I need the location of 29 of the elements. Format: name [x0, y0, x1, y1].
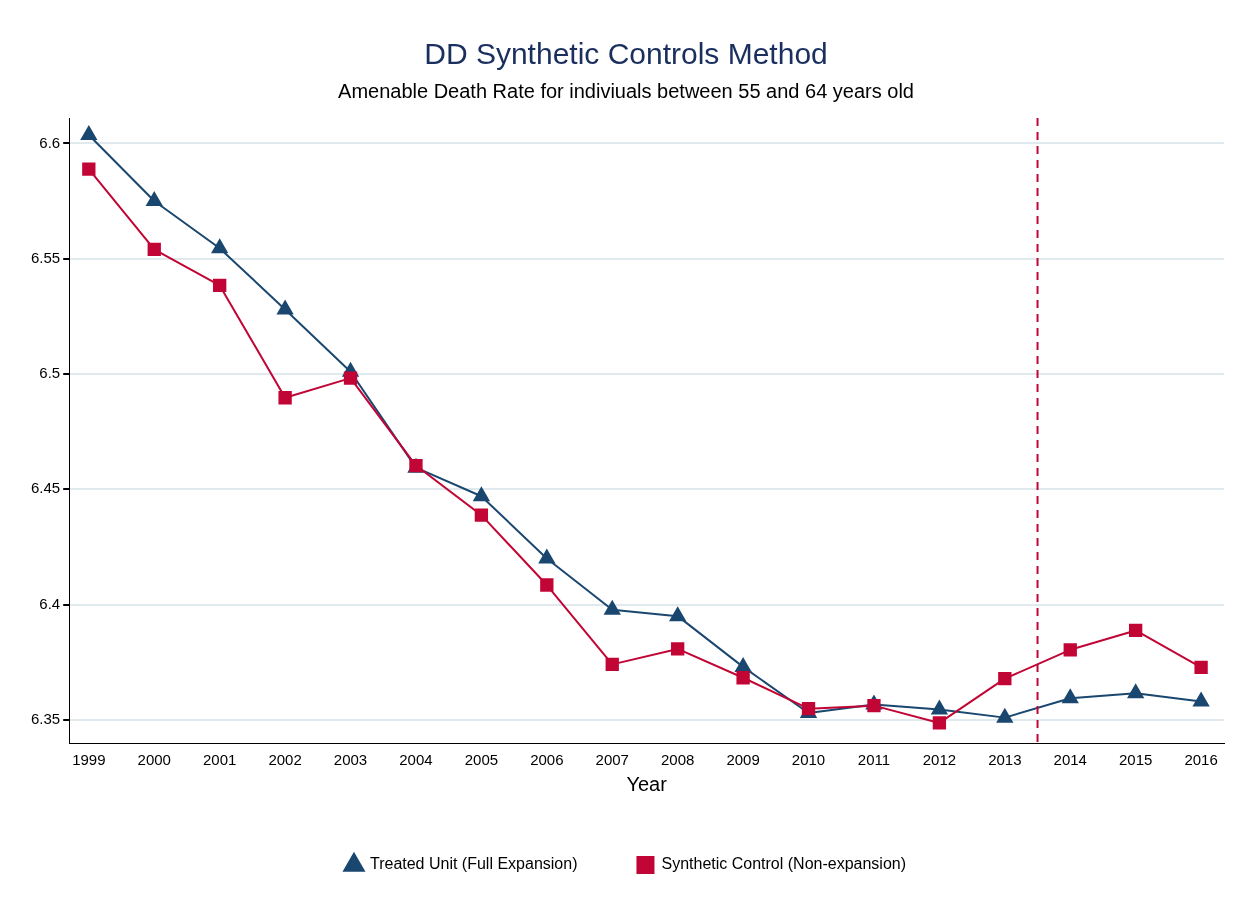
x-tick-label: 2008	[660, 751, 695, 769]
y-tick-label: 6.6	[39, 133, 61, 151]
y-tick-label: 6.55	[30, 248, 61, 266]
x-tick-label: 2010	[791, 751, 826, 769]
x-tick-label: 2000	[137, 751, 171, 769]
x-tick-label: 2006	[530, 751, 564, 769]
chart-title: DD Synthetic Controls Method	[424, 37, 828, 71]
x-tick-label: 2003	[333, 751, 368, 769]
x-tick-label: 2005	[464, 751, 499, 769]
y-tick-label: 6.45	[30, 479, 61, 497]
chart-subtitle: Amenable Death Rate for indiviuals between 55 and 64 years old	[338, 79, 914, 102]
y-tick-label: 6.5	[39, 364, 61, 382]
x-tick-label: 2007	[595, 751, 629, 769]
x-tick-label: 2012	[922, 751, 957, 769]
x-tick-label: 2015	[1118, 751, 1153, 769]
x-tick-label: 2013	[988, 751, 1022, 769]
x-tick-label: 2011	[857, 751, 891, 769]
y-tick-label: 6.35	[30, 710, 61, 728]
x-tick-label: 2004	[399, 751, 433, 769]
x-tick-label: 2009	[726, 751, 760, 769]
y-tick-label: 6.4	[39, 594, 61, 612]
x-tick-label: 2016	[1184, 751, 1218, 769]
x-tick-label: 2014	[1053, 751, 1087, 769]
legend-label: Synthetic Control (Non-expansion)	[661, 855, 907, 873]
x-axis-title: Year	[626, 772, 668, 795]
x-tick-label: 2002	[268, 751, 302, 769]
x-tick-label: 2001	[202, 751, 237, 769]
legend-label: Treated Unit (Full Expansion)	[369, 855, 578, 873]
x-tick-label: 1999	[72, 751, 106, 769]
